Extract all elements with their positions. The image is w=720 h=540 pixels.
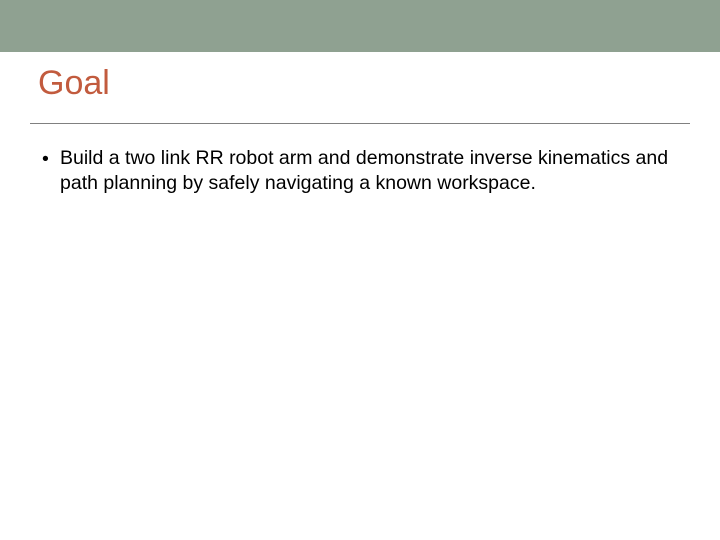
body-area: • Build a two link RR robot arm and demo… — [30, 124, 690, 197]
bullet-marker-icon: • — [42, 146, 60, 172]
slide-title: Goal — [30, 52, 690, 124]
content-area: Goal • Build a two link RR robot arm and… — [0, 52, 720, 197]
bullet-item: • Build a two link RR robot arm and demo… — [42, 146, 678, 197]
top-accent-band — [0, 0, 720, 52]
bullet-text: Build a two link RR robot arm and demons… — [60, 146, 678, 197]
